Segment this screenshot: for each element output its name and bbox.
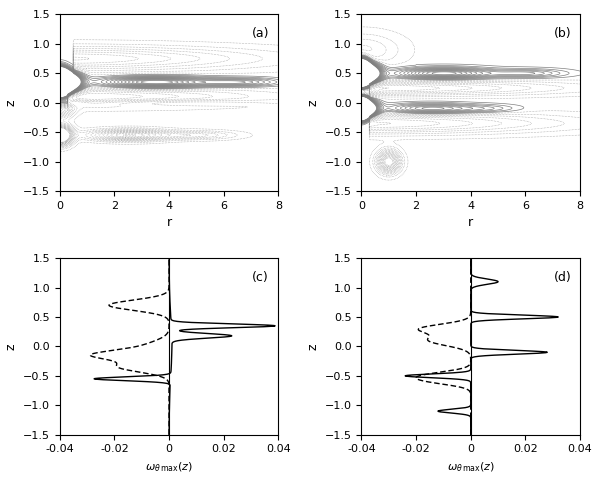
Text: (a): (a) [252, 27, 270, 40]
Y-axis label: z: z [5, 99, 17, 106]
Y-axis label: z: z [5, 343, 17, 350]
Text: (c): (c) [252, 270, 269, 284]
X-axis label: $\omega_{\theta\,\mathrm{max}}(z)$: $\omega_{\theta\,\mathrm{max}}(z)$ [447, 460, 495, 473]
Text: (b): (b) [554, 27, 572, 40]
Y-axis label: z: z [306, 343, 319, 350]
X-axis label: r: r [166, 216, 172, 229]
Y-axis label: z: z [306, 99, 319, 106]
X-axis label: r: r [468, 216, 474, 229]
X-axis label: $\omega_{\theta\,\mathrm{max}}(z)$: $\omega_{\theta\,\mathrm{max}}(z)$ [145, 460, 193, 473]
Text: (d): (d) [554, 270, 572, 284]
